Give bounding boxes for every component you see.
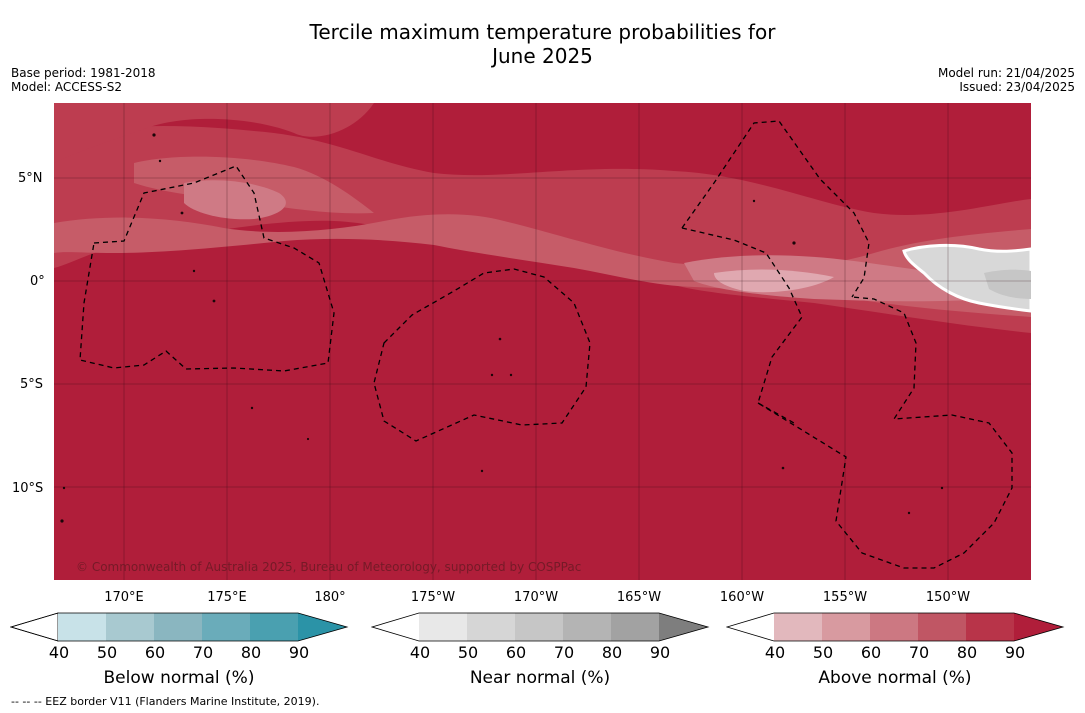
base-period: Base period: 1981-2018 [11,66,156,80]
title-line-1: Tercile maximum temperature probabilitie… [309,20,776,44]
colorbar-near-normal [371,612,710,642]
near-normal-zone [902,243,1031,313]
above-tick-50: 50 [812,643,834,662]
above-tick-70: 70 [908,643,930,662]
colorbar-below-seg-2 [106,613,154,641]
colorbar-above-outline [726,612,1065,642]
below-tick-60: 60 [144,643,166,662]
below-tick-70: 70 [192,643,214,662]
colorbar-below-normal [10,612,349,642]
eez-legend-footer: -- -- -- EEZ border V11 (Flanders Marine… [11,695,320,708]
meta-left: Base period: 1981-2018 Model: ACCESS-S2 [11,66,156,94]
colorbar-above-normal [726,612,1065,642]
above-tick-80: 80 [956,643,978,662]
colorbar-below-seg-5 [250,613,298,641]
near-tick-70: 70 [553,643,575,662]
above-tick-40: 40 [764,643,786,662]
probability-map: © Commonwealth of Australia 2025, Bureau… [54,103,1031,580]
near-tick-60: 60 [505,643,527,662]
lat-label-0: 0° [30,274,45,289]
meta-right: Model run: 21/04/2025 Issued: 23/04/2025 [938,66,1075,94]
colorbar-above-seg-3 [870,613,918,641]
below-tick-80: 80 [240,643,262,662]
eez-border-west [79,165,335,372]
zone-70-north [54,103,374,163]
colorbar-above-seg-2 [822,613,870,641]
lon-label-175e: 175°E [207,590,247,605]
lon-label-155w: 155°W [822,590,868,605]
model-run: Model run: 21/04/2025 [937,66,1075,80]
eez-border-spur [757,402,795,424]
eez-borders [79,120,1013,569]
eez-border-north-east [681,120,870,298]
colorbar-above-seg-4 [918,613,966,641]
colorbar-above-high-arrow [1014,613,1063,641]
colorbar-below-seg-3 [154,613,202,641]
colorbar-near-seg-2 [467,613,515,641]
lon-label-150w: 150°W [925,590,971,605]
lon-label-170w: 170°W [513,590,559,605]
colorbar-near-high-arrow [659,613,708,641]
below-tick-50: 50 [96,643,118,662]
zone-40-east [714,269,834,293]
colorbar-below-high-arrow [298,613,347,641]
copyright-overlay: © Commonwealth of Australia 2025, Bureau… [76,560,581,574]
colorbar-below-seg-4 [202,613,250,641]
colorbar-near-low-arrow [372,613,419,641]
colorbar-above-low-arrow [727,613,774,641]
lat-label-10s: 10°S [12,481,44,496]
above-normal-title: Above normal (%) [818,668,972,688]
colorbar-near-seg-4 [563,613,611,641]
near-tick-50: 50 [457,643,479,662]
above-tick-90: 90 [1004,643,1026,662]
lon-label-175w: 175°W [410,590,456,605]
zone-50-patch [184,180,286,220]
near-tick-90: 90 [649,643,671,662]
lon-label-165w: 165°W [616,590,662,605]
below-tick-40: 40 [48,643,70,662]
eez-border-central [373,268,591,442]
colorbar-above-seg-5 [966,613,1014,641]
near-normal-title: Near normal (%) [469,668,611,688]
title-line-2: June 2025 [492,44,593,68]
near-normal-core [984,269,1031,299]
lon-label-180: 180° [314,590,346,605]
below-tick-90: 90 [288,643,310,662]
lon-label-160w: 160°W [719,590,765,605]
colorbar-below-low-arrow [10,612,59,642]
chart-title: Tercile maximum temperature probabilitie… [0,20,1085,68]
model-name: Model: ACCESS-S2 [11,80,123,94]
colorbar-near-seg-3 [515,613,563,641]
colorbar-below-outline [10,612,349,642]
colorbar-near-seg-5 [611,613,659,641]
lat-label-5n: 5°N [18,171,43,186]
issued-date: Issued: 23/04/2025 [959,80,1075,94]
near-tick-80: 80 [601,643,623,662]
lon-label-170e: 170°E [104,590,144,605]
colorbar-near-seg-1 [419,613,467,641]
islands [60,133,944,523]
colorbar-above-seg-1 [774,613,822,641]
near-tick-40: 40 [409,643,431,662]
colorbar-below-seg-1 [58,613,106,641]
eez-border-east [681,227,1013,569]
above-tick-60: 60 [860,643,882,662]
lat-label-5s: 5°S [20,377,44,392]
below-normal-title: Below normal (%) [103,668,255,688]
colorbar-near-outline [371,612,710,642]
